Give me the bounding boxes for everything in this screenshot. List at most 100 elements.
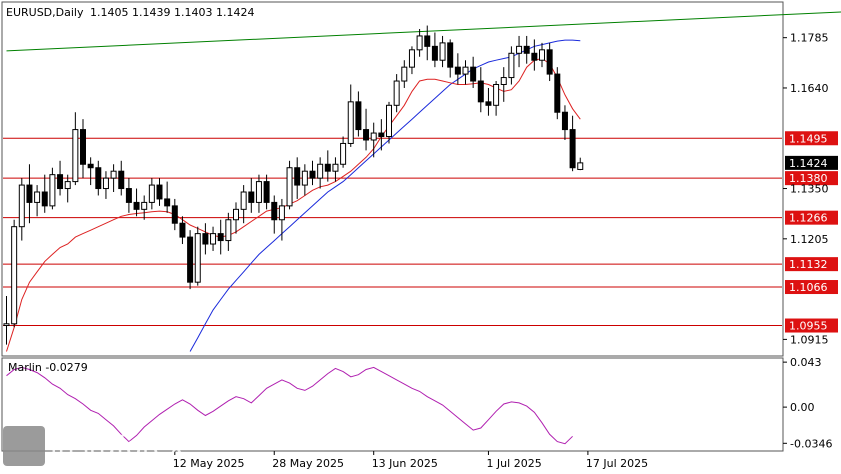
level-label-bg: [785, 280, 838, 295]
candle: [80, 119, 86, 179]
candle: [240, 185, 247, 224]
candle: [164, 181, 171, 213]
candle-body: [485, 101, 492, 106]
candle-body: [561, 111, 568, 131]
candle: [554, 67, 561, 120]
candle: [431, 32, 438, 68]
candle-body: [11, 226, 18, 325]
time-tick-label: 1 Jul 2025: [486, 457, 541, 470]
candle-body: [347, 101, 354, 144]
osc-tick-label: 0.043: [790, 356, 822, 369]
candle: [286, 160, 293, 210]
candle: [49, 167, 56, 210]
price-tick-label: 1.1785: [790, 32, 829, 45]
candle-body: [156, 184, 163, 200]
candle-body: [278, 205, 285, 221]
indicator-pane-frame: [1, 357, 784, 452]
level-label: 1.1066: [789, 281, 828, 294]
candle-body: [26, 184, 33, 203]
support-resistance-levels: [3, 137, 782, 327]
candle: [439, 35, 446, 68]
candle-body: [179, 222, 186, 238]
current-price-bg: [785, 155, 838, 170]
ma-fast-line: [6, 57, 581, 352]
candle-body: [477, 80, 484, 103]
candle-body: [378, 132, 385, 138]
candle: [508, 46, 515, 85]
candle: [125, 178, 132, 213]
candle-body: [462, 66, 469, 75]
time-axis: 12 May 2025 28 May 2025 13 Jun 2025 1 Jul 2…: [173, 451, 648, 470]
candle: [577, 157, 584, 171]
candle: [210, 226, 217, 251]
level-label-bg: [785, 131, 838, 146]
candle-body: [531, 52, 538, 61]
candle-body: [102, 177, 109, 190]
candle-body: [202, 233, 209, 245]
candle: [500, 67, 507, 102]
candle-body: [539, 49, 545, 61]
candle: [294, 157, 301, 199]
candle-body: [393, 80, 400, 106]
candle: [278, 198, 285, 241]
candle-body: [500, 77, 507, 85]
level-label: 1.0955: [789, 320, 828, 333]
candle: [156, 178, 163, 206]
candle: [477, 67, 484, 113]
candle-body: [493, 83, 500, 106]
current-price-label: 1.1424: [789, 157, 828, 170]
candle: [57, 160, 64, 196]
candle-body: [41, 191, 48, 207]
candle-body: [171, 205, 178, 224]
candle-body: [363, 129, 370, 141]
watermark-tagline: Instant Forex Trading: [50, 460, 155, 471]
candle: [133, 188, 140, 217]
candle-body: [301, 170, 308, 186]
candle-body: [34, 191, 41, 203]
osc-tick-label: 0.00: [790, 401, 815, 414]
candle: [324, 150, 331, 182]
marlin-line: [6, 366, 573, 445]
candle-body: [408, 49, 415, 68]
ohlc-values: 1.1405 1.1439 1.1403 1.1424: [90, 6, 254, 19]
candle-body: [64, 181, 71, 190]
candle: [408, 46, 415, 75]
candle-body: [263, 181, 270, 203]
candle: [18, 178, 25, 241]
candle-body: [95, 167, 102, 190]
level-label-bg: [785, 210, 838, 225]
candle-body: [141, 201, 148, 210]
time-tick-label: 12 May 2025: [173, 457, 245, 470]
candle: [187, 230, 194, 290]
main-pane-frame: [1, 1, 784, 357]
candle-body: [18, 184, 25, 228]
moving-averages: [6, 39, 581, 352]
watermark-brand: instaforex: [50, 431, 184, 462]
candle-body: [271, 201, 278, 221]
candle-body: [225, 219, 232, 242]
candle-body: [424, 35, 431, 47]
candle-body: [340, 142, 347, 165]
level-label: 1.1132: [789, 258, 828, 271]
candle-body: [57, 174, 64, 190]
level-label-bg: [785, 318, 838, 333]
candle: [401, 60, 408, 88]
candle-body: [110, 170, 117, 179]
candle: [309, 160, 316, 186]
candle-body: [118, 170, 125, 190]
candle: [378, 119, 385, 151]
candle: [194, 226, 201, 286]
time-tick-label: 13 Jun 2025: [372, 457, 438, 470]
candle: [516, 35, 523, 68]
instaforex-watermark: instaforex Instant Forex Trading: [3, 426, 184, 471]
candle: [255, 174, 262, 213]
candle: [41, 174, 48, 213]
candle-body: [210, 233, 217, 245]
candle-body: [3, 323, 10, 327]
candle-body: [332, 163, 339, 172]
candle-body: [470, 66, 477, 82]
candle-body: [386, 104, 392, 138]
candle: [202, 223, 209, 255]
candle-body: [317, 163, 324, 179]
